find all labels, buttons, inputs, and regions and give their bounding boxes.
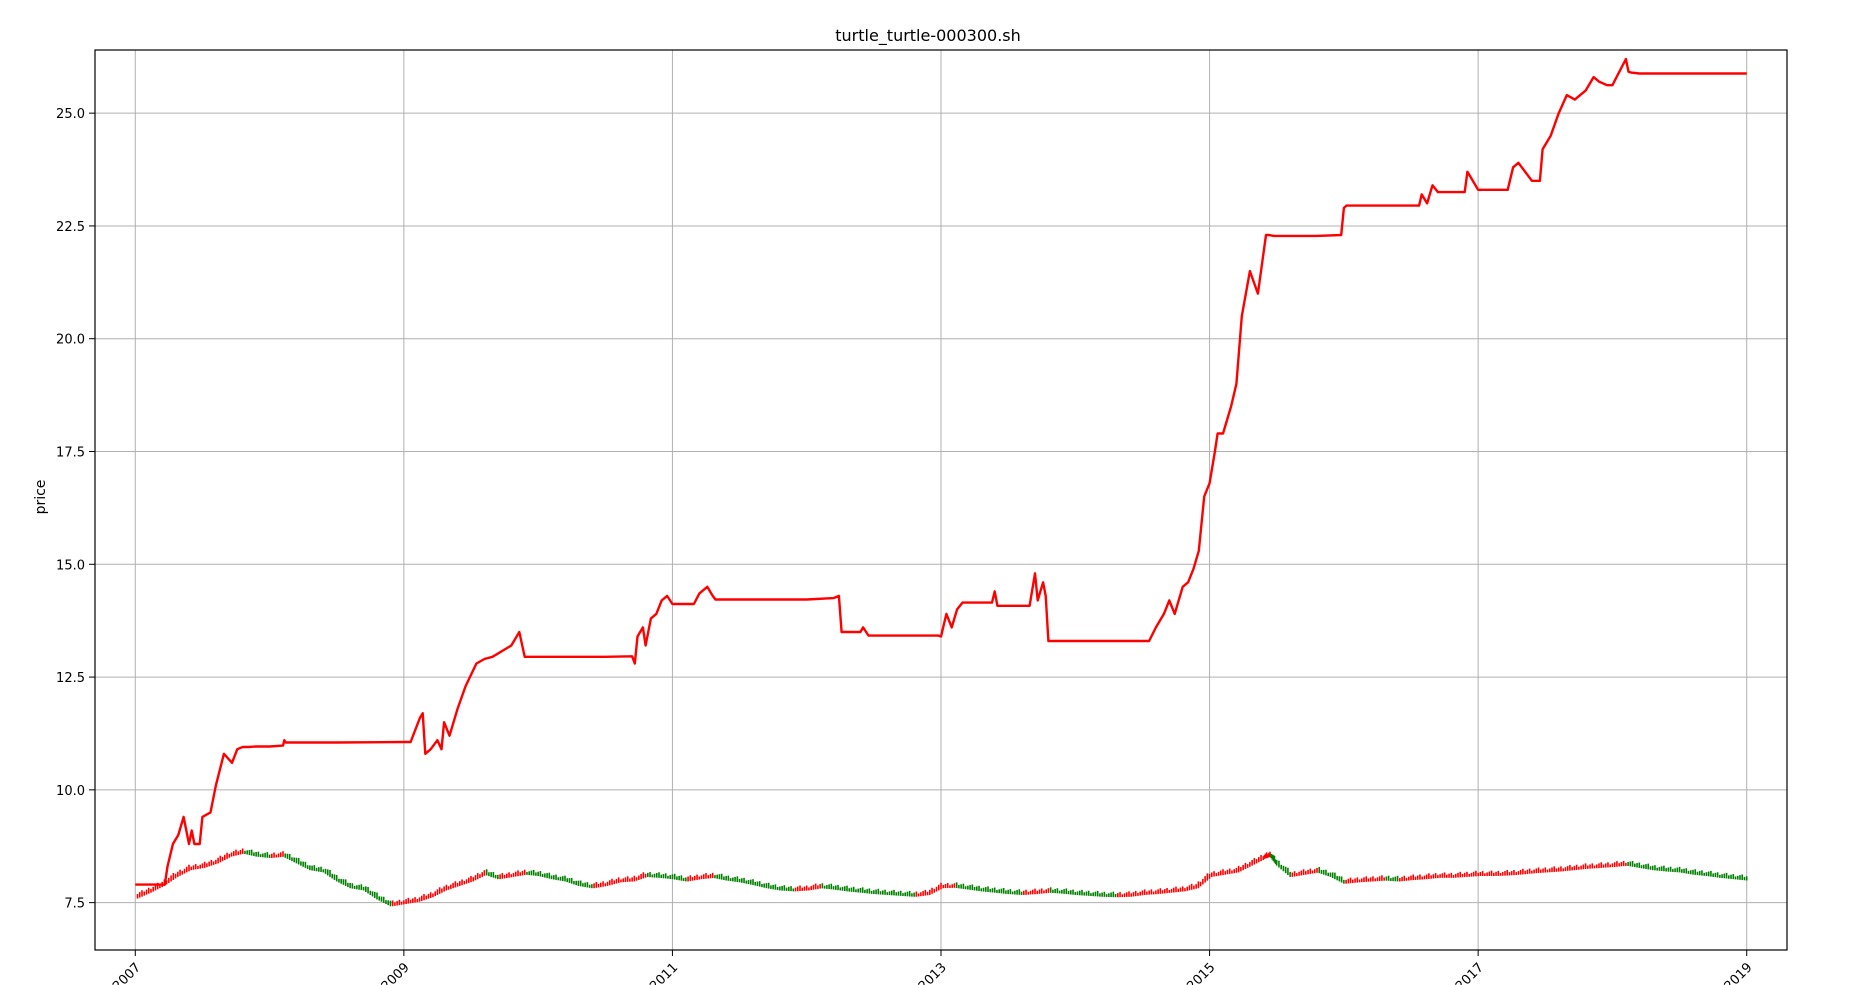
y-tick-label: 17.5 [56, 446, 85, 461]
y-tick-label: 10.0 [56, 784, 85, 799]
y-tick-label: 25.0 [56, 107, 85, 122]
chart-title: turtle_turtle-000300.sh [835, 26, 1021, 46]
grid-layer [95, 50, 1787, 950]
equity-line-series [135, 57, 1747, 886]
equity-line [135, 57, 1747, 886]
y-tick-label: 22.5 [56, 220, 85, 235]
y-axis-label: price [33, 480, 49, 515]
y-tick-label: 12.5 [56, 671, 85, 686]
y-tick-label: 20.0 [56, 333, 85, 348]
candlestick-series [136, 848, 1748, 907]
y-tick-label: 15.0 [56, 558, 85, 573]
y-tick-label: 7.5 [64, 897, 85, 912]
